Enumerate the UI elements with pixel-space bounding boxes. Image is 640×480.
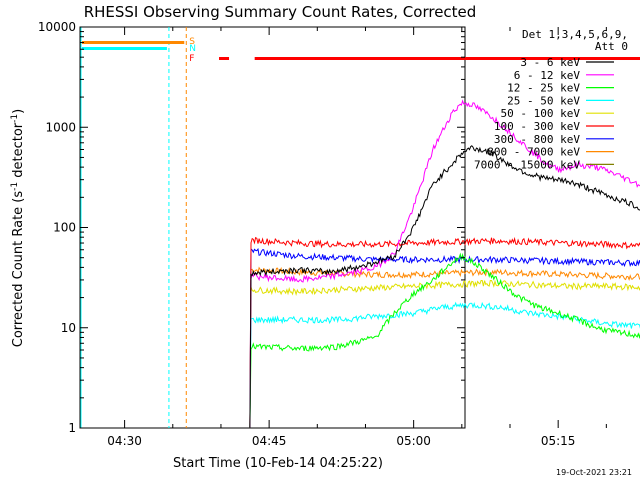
flag-label-n: N (189, 44, 196, 54)
flag-bar-n-left (82, 47, 167, 50)
legend-header-line-1: Det 1,3,4,5,6,9, (522, 28, 628, 41)
y-axis-label: Corrected Count Rate (s-1 detector-1) (10, 109, 26, 347)
legend-label: 7000 - 15000 keV (474, 158, 580, 171)
flag-bar-s (82, 41, 185, 44)
series-line-100-300kev (249, 236, 640, 429)
timestamp: 19-Oct-2021 23:21 (556, 468, 632, 477)
legend-label: 50 - 100 keV (501, 107, 581, 120)
flag-label-f: F (189, 54, 194, 64)
legend-label: 6 - 12 keV (514, 69, 581, 82)
legend-label: 12 - 25 keV (507, 82, 580, 95)
x-tick-label: 04:45 (252, 434, 287, 448)
y-axis-label-end: ) (11, 109, 26, 114)
legend-label: 300 - 800 keV (494, 133, 580, 146)
flag-bar-f-short (219, 57, 230, 60)
y-axis-label-mid: detector (11, 122, 26, 182)
legend-label: 25 - 50 keV (507, 94, 580, 107)
legend-label: 100 - 300 keV (494, 120, 580, 133)
series-line-25-50kev (249, 301, 640, 429)
legend-header-line-2: Att 0 (595, 40, 628, 53)
flag-bar-f (254, 57, 640, 60)
x-tick-label: 04:30 (107, 434, 142, 448)
y-tick-label: 1 (68, 421, 76, 435)
x-tick-label: 05:00 (396, 434, 431, 448)
chart-title: RHESSI Observing Summary Count Rates, Co… (84, 3, 477, 21)
y-axis-label-sup2: -1 (10, 114, 20, 123)
series-layer (249, 99, 640, 429)
x-tick-label: 05:15 (541, 434, 576, 448)
series-line-3-6kev (249, 145, 640, 429)
y-axis-label-sup1: -1 (10, 182, 20, 191)
flag-label-s: S (189, 37, 195, 47)
axis-layer: 11010010001000004:3004:4505:0005:1505:30… (38, 20, 607, 448)
series-line-50-100kev (249, 279, 640, 429)
legend-label: 3 - 6 keV (520, 56, 580, 69)
y-tick-label: 100 (53, 221, 76, 235)
y-tick-label: 10000 (38, 20, 76, 34)
plot-frame (79, 26, 466, 429)
y-tick-label: 10 (61, 321, 76, 335)
y-axis-label-base: Corrected Count Rate (s (11, 191, 26, 348)
series-line-300-800kev (249, 247, 640, 429)
series-line-12-25kev (249, 252, 640, 429)
series-line-800-7000kev (249, 266, 640, 429)
legend-label: 800 - 7000 keV (487, 146, 580, 159)
series-line-6-12kev (249, 99, 640, 429)
y-tick-label: 1000 (45, 120, 76, 134)
x-axis-label: Start Time (10-Feb-14 04:25:22) (173, 456, 383, 471)
